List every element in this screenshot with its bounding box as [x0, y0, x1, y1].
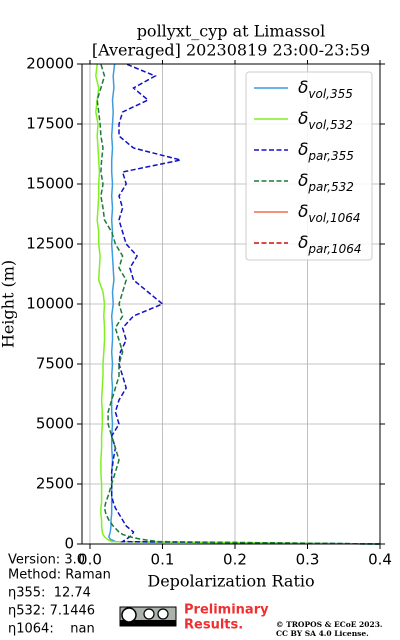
version: Version: 3.0 — [8, 553, 85, 568]
legend-symbol: δ — [298, 171, 308, 191]
chart-subtitle: [Averaged] 20230819 23:00-23:59 — [92, 41, 370, 60]
x-tick-label: 0.0 — [78, 551, 102, 569]
method: Method: Raman — [8, 568, 111, 583]
preliminary-line: Preliminary — [184, 603, 269, 618]
plot-frame — [81, 63, 381, 545]
y-tick-label: 7500 — [36, 355, 74, 373]
eta-532: η532: 7.1446 — [8, 604, 95, 619]
legend-subscript: vol,1064 — [308, 211, 360, 225]
profile-line — [95, 63, 381, 545]
y-axis-label: Height (m) — [0, 260, 18, 348]
legend-label: δpar,1064 — [298, 233, 362, 256]
legend-label: δpar,355 — [298, 140, 354, 163]
legend-label: δvol,355 — [298, 78, 353, 101]
legend-symbol: δ — [298, 78, 308, 98]
copyright-line: CC BY SA 4.0 License. — [276, 629, 369, 638]
badge-cc — [121, 607, 137, 623]
legend-subscript: vol,532 — [308, 118, 353, 132]
legend-label: δpar,532 — [298, 171, 354, 194]
y-tick-label: 20000 — [26, 55, 74, 73]
legend-label: δvol,532 — [298, 109, 353, 132]
y-tick-label: 2500 — [36, 475, 74, 493]
y-tick-label: 10000 — [26, 295, 74, 313]
profile-line — [107, 63, 381, 545]
legend-subscript: par,532 — [307, 180, 354, 194]
y-tick-label: 5000 — [36, 415, 74, 433]
y-tick-label: 0 — [64, 535, 74, 553]
legend: δvol,355δvol,532δpar,355δpar,532δvol,106… — [245, 71, 373, 261]
legend-subscript: vol,355 — [308, 87, 353, 101]
x-tick-label: 0.4 — [368, 551, 392, 569]
legend-symbol: δ — [298, 109, 308, 129]
badge-by — [143, 608, 155, 620]
y-tick-label: 12500 — [26, 235, 74, 253]
legend-symbol: δ — [298, 140, 308, 160]
legend-symbol: δ — [298, 202, 308, 222]
profile-line — [96, 63, 381, 545]
preliminary-line: Results. — [184, 618, 243, 633]
info: Version: 3.0 Method: Raman η355: 12.74 η… — [8, 553, 111, 637]
x-tick-label: 0.3 — [296, 551, 320, 569]
x-axis-label: Depolarization Ratio — [147, 572, 314, 591]
legend-subscript: par,1064 — [307, 242, 361, 256]
chart-title: pollyxt_cyp at Limassol — [137, 22, 326, 41]
badge-strip — [120, 620, 176, 626]
eta-1064: η1064: nan — [8, 622, 95, 637]
legend-label: δvol,1064 — [298, 202, 361, 225]
y-tick-label: 17500 — [26, 115, 74, 133]
profile-line — [110, 63, 381, 545]
legend-symbol: δ — [298, 233, 308, 253]
x-tick-label: 0.2 — [223, 551, 247, 569]
legend-subscript: par,355 — [307, 149, 354, 163]
eta-355: η355: 12.74 — [8, 586, 91, 601]
copyright-line: © TROPOS & ECoE 2023. — [276, 620, 383, 629]
y-tick-label: 15000 — [26, 175, 74, 193]
x-tick-label: 0.1 — [151, 551, 175, 569]
license-badge — [119, 606, 177, 627]
badge-sa — [157, 608, 169, 620]
